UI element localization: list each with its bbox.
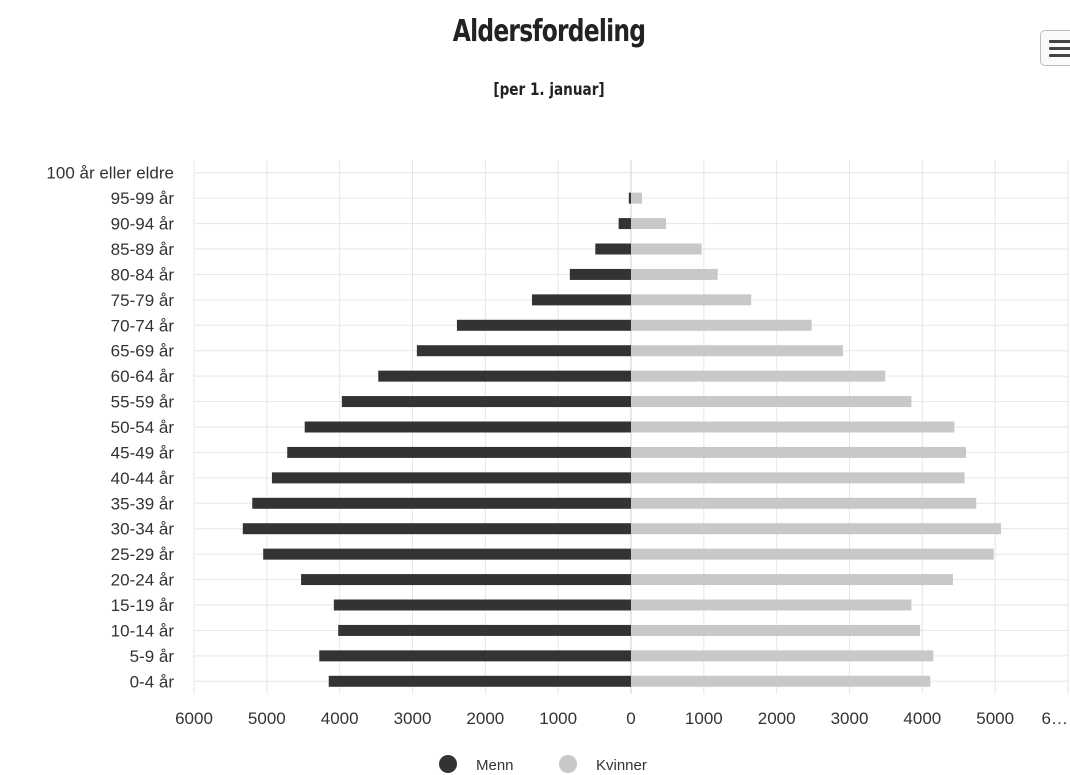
bar-menn[interactable] — [333, 599, 631, 611]
category-label: 55-59 år — [111, 393, 175, 412]
x-tick-label: 6… — [1042, 709, 1068, 728]
category-label: 30-34 år — [111, 520, 175, 539]
bar-menn[interactable] — [341, 396, 631, 408]
bar-menn[interactable] — [416, 345, 631, 357]
category-label: 15-19 år — [111, 596, 175, 615]
legend-marker — [439, 755, 457, 773]
category-label: 85-89 år — [111, 240, 175, 259]
x-tick-label: 1000 — [539, 709, 577, 728]
bar-kvinner[interactable] — [631, 243, 702, 255]
bar-kvinner[interactable] — [631, 624, 921, 636]
bar-kvinner[interactable] — [631, 446, 967, 458]
category-label: 0-4 år — [130, 672, 175, 691]
category-label: 80-84 år — [111, 265, 175, 284]
hamburger-menu-icon-line — [1049, 47, 1070, 50]
bar-kvinner[interactable] — [631, 345, 843, 357]
legend-label: Kvinner — [596, 757, 647, 774]
x-tick-label: 0 — [626, 709, 635, 728]
bar-kvinner[interactable] — [631, 548, 994, 560]
bar-kvinner[interactable] — [631, 675, 931, 687]
bar-kvinner[interactable] — [631, 218, 666, 230]
category-label: 65-69 år — [111, 342, 175, 361]
hamburger-menu-icon-line — [1049, 54, 1070, 57]
bar-menn[interactable] — [569, 268, 631, 280]
bar-kvinner[interactable] — [631, 192, 642, 204]
x-tick-label: 6000 — [175, 709, 213, 728]
category-label: 90-94 år — [111, 215, 175, 234]
legend-marker — [559, 755, 577, 773]
category-label: 25-29 år — [111, 545, 175, 564]
legend: Menn Kvinner — [439, 755, 647, 774]
chart-title: Aldersfordeling — [452, 14, 646, 49]
bar-menn[interactable] — [287, 446, 631, 458]
bar-kvinner[interactable] — [631, 650, 934, 662]
category-label: 100 år eller eldre — [46, 164, 174, 183]
category-label: 75-79 år — [111, 291, 175, 310]
legend-item-menn[interactable]: Menn — [439, 755, 514, 774]
category-label: 35-39 år — [111, 494, 175, 513]
bar-kvinner[interactable] — [631, 523, 1001, 535]
category-label: 5-9 år — [130, 647, 175, 666]
bar-kvinner[interactable] — [631, 497, 977, 509]
bar-kvinner[interactable] — [631, 268, 718, 280]
category-label: 45-49 år — [111, 443, 175, 462]
bar-menn[interactable] — [531, 294, 631, 306]
bar-menn[interactable] — [628, 192, 631, 204]
legend-item-kvinner[interactable]: Kvinner — [559, 755, 647, 774]
bar-menn[interactable] — [319, 650, 631, 662]
bar-kvinner[interactable] — [631, 396, 912, 408]
x-tick-label: 3000 — [394, 709, 432, 728]
category-label: 70-74 år — [111, 316, 175, 335]
bar-kvinner[interactable] — [631, 370, 886, 382]
category-label: 40-44 år — [111, 469, 175, 488]
bar-menn[interactable] — [618, 218, 631, 230]
x-tick-label: 4000 — [903, 709, 941, 728]
x-tick-label: 2000 — [758, 709, 796, 728]
category-label: 10-14 år — [111, 621, 175, 640]
chart-subtitle: [per 1. januar] — [493, 80, 605, 100]
bar-kvinner[interactable] — [631, 421, 955, 433]
category-label: 50-54 år — [111, 418, 175, 437]
x-tick-label: 4000 — [321, 709, 359, 728]
bar-kvinner[interactable] — [631, 472, 965, 484]
category-label: 95-99 år — [111, 189, 175, 208]
legend-label: Menn — [476, 757, 514, 774]
x-tick-label: 1000 — [685, 709, 723, 728]
bar-menn[interactable] — [595, 243, 631, 255]
bar-kvinner[interactable] — [631, 319, 812, 331]
bar-menn[interactable] — [328, 675, 631, 687]
x-axis-tick-labels: 6000 5000 4000 3000 2000 1000 0 1000 2000 3000 400… — [175, 709, 1068, 728]
bar-menn[interactable] — [456, 319, 631, 331]
bar-menn[interactable] — [301, 574, 631, 586]
category-label: 60-64 år — [111, 367, 175, 386]
category-labels: 0-4 år 5-9 år 10-14 år 15-19 år 20-24 år 25-2… — [46, 164, 174, 692]
x-tick-label: 5000 — [976, 709, 1014, 728]
bar-menn[interactable] — [304, 421, 631, 433]
bar-menn[interactable] — [252, 497, 631, 509]
bar-menn[interactable] — [338, 624, 631, 636]
bar-menn[interactable] — [242, 523, 631, 535]
bar-menn[interactable] — [263, 548, 631, 560]
category-label: 20-24 år — [111, 571, 175, 590]
bar-menn[interactable] — [271, 472, 631, 484]
bar-kvinner[interactable] — [631, 294, 752, 306]
bars — [242, 192, 1001, 687]
x-tick-label: 5000 — [248, 709, 286, 728]
x-tick-label: 3000 — [831, 709, 869, 728]
chart-menu-button[interactable] — [1040, 30, 1070, 66]
bar-kvinner[interactable] — [631, 599, 912, 611]
bar-kvinner[interactable] — [631, 574, 953, 586]
hamburger-menu-icon — [1049, 40, 1070, 43]
x-tick-label: 2000 — [466, 709, 504, 728]
bar-menn[interactable] — [378, 370, 631, 382]
